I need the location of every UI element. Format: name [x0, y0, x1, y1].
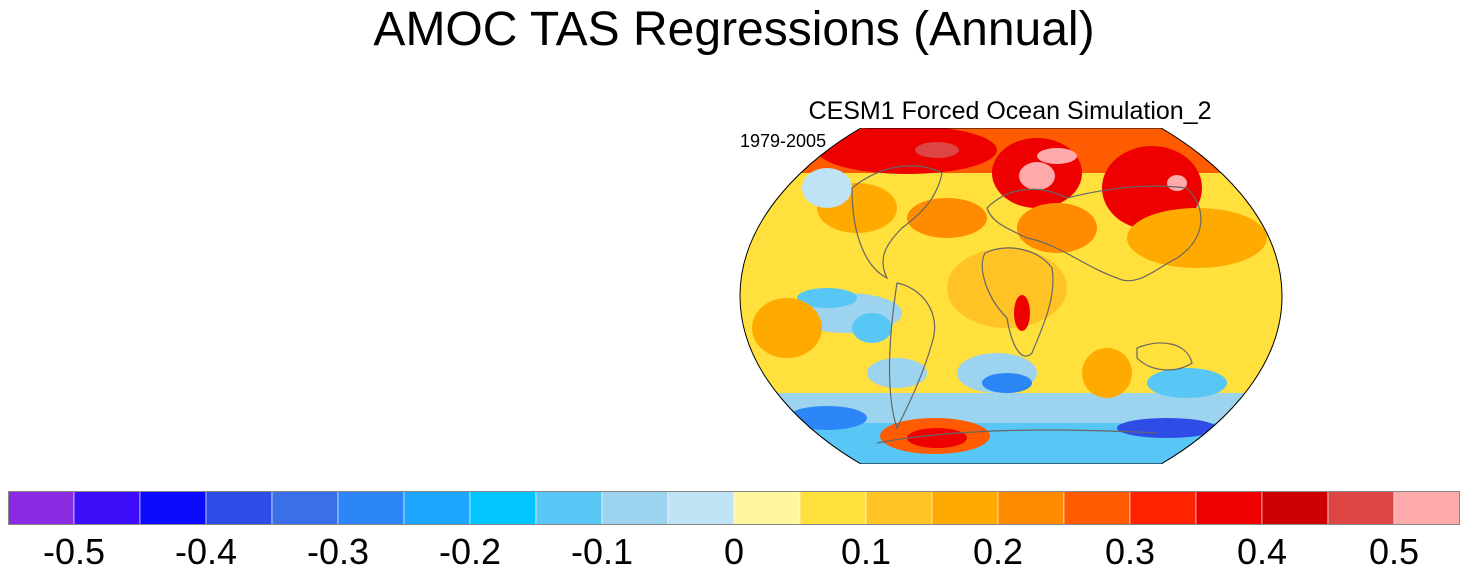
colorbar-box-0: [8, 491, 75, 525]
colorbar-tick-label: 0.3: [1104, 531, 1156, 572]
colorbar-box-20: [1327, 491, 1395, 525]
colorbar-box-4: [271, 491, 339, 525]
colorbar-tick-label: 0.4: [1236, 531, 1288, 572]
period-label: 1979-2005: [740, 131, 827, 151]
colorbar-box-14: [931, 491, 999, 525]
colorbar-tick-label: 0.5: [1368, 531, 1420, 572]
colorbar-box-13: [865, 491, 933, 525]
colorbar-box-7: [469, 491, 537, 525]
figure-title: AMOC TAS Regressions (Annual): [373, 3, 1095, 56]
colorbar: [8, 491, 1460, 525]
colorbar-box-18: [1195, 491, 1263, 525]
colorbar-tick-label: -0.5: [42, 531, 106, 572]
colorbar-box-15: [997, 491, 1065, 525]
colorbar-box-17: [1129, 491, 1197, 525]
colorbar-box-9: [601, 491, 669, 525]
panel-title: CESM1 Forced Ocean Simulation_2: [808, 97, 1212, 125]
colorbar-box-16: [1063, 491, 1131, 525]
regression-map: [737, 128, 1285, 464]
colorbar-tick-label: -0.3: [306, 531, 370, 572]
colorbar-tick-label: 0: [723, 531, 745, 572]
colorbar-box-6: [403, 491, 471, 525]
colorbar-tick-label: 0.1: [840, 531, 892, 572]
colorbar-tick-label: -0.2: [438, 531, 502, 572]
colorbar-box-2: [139, 491, 207, 525]
colorbar-box-11: [733, 491, 801, 525]
colorbar-tick-label: 0.2: [972, 531, 1024, 572]
colorbar-box-10: [667, 491, 735, 525]
colorbar-box-8: [535, 491, 603, 525]
colorbar-box-21: [1393, 491, 1460, 525]
colorbar-box-12: [799, 491, 867, 525]
colorbar-box-3: [205, 491, 273, 525]
colorbar-box-19: [1261, 491, 1329, 525]
colorbar-box-1: [73, 491, 141, 525]
colorbar-tick-label: -0.4: [174, 531, 238, 572]
colorbar-box-5: [337, 491, 405, 525]
colorbar-labels: -0.5 -0.4 -0.3 -0.2 -0.1 0 0.1 0.2 0.3 0.4 0.5: [0, 530, 1468, 574]
colorbar-tick-label: -0.1: [570, 531, 634, 572]
colorbar-border: [8, 491, 1460, 525]
